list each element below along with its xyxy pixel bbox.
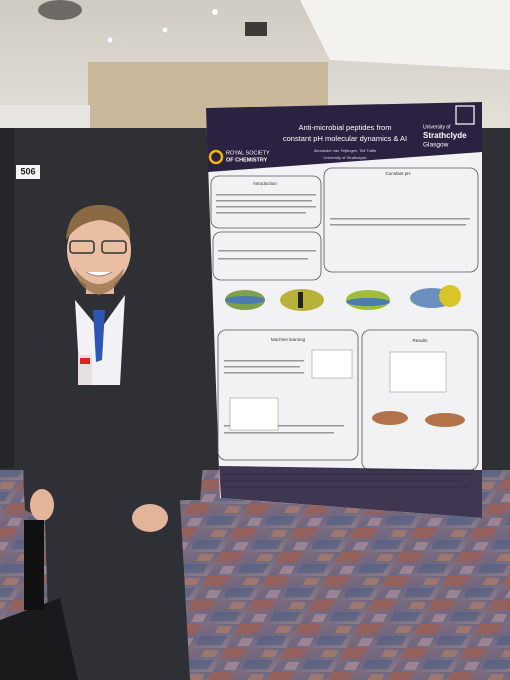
plot-thumbnail bbox=[389, 351, 447, 393]
ceiling-light bbox=[107, 37, 113, 43]
section-heading: Constant pH bbox=[385, 171, 410, 176]
ceiling-vent bbox=[38, 0, 82, 20]
scene-shape bbox=[330, 224, 466, 226]
person bbox=[23, 205, 205, 680]
booth-pole bbox=[0, 128, 14, 468]
poster-panel bbox=[323, 167, 479, 273]
poster-title: Anti-microbial peptides from bbox=[299, 123, 392, 132]
scene-shape bbox=[216, 206, 316, 208]
booth-number: 506 bbox=[20, 166, 35, 176]
scene-shape bbox=[224, 372, 304, 374]
scene-shape bbox=[224, 366, 300, 368]
ceiling-light bbox=[162, 27, 168, 33]
scene-shape bbox=[425, 413, 465, 427]
plot-thumbnail bbox=[229, 397, 279, 431]
ceiling-light bbox=[212, 9, 218, 15]
poster-affiliation: University of Strathclyde bbox=[323, 155, 367, 160]
poster-panel bbox=[212, 231, 322, 281]
scene-shape bbox=[80, 358, 90, 364]
scene-shape bbox=[216, 200, 312, 202]
poster: Anti-microbial peptides from constant pH… bbox=[206, 102, 482, 518]
scene-shape bbox=[224, 360, 304, 362]
plot-thumbnail bbox=[311, 349, 353, 379]
university-crest bbox=[455, 105, 475, 125]
logo-right: Glasgow bbox=[423, 142, 449, 149]
scene-shape bbox=[23, 285, 205, 680]
scene-shape bbox=[216, 194, 316, 196]
scene-shape bbox=[93, 310, 105, 362]
scene-shape bbox=[224, 425, 344, 427]
logo-left: ROYAL SOCIETY bbox=[226, 150, 270, 156]
scene-shape bbox=[224, 432, 334, 434]
scene-shape bbox=[218, 250, 316, 252]
poster-title: constant pH molecular dynamics & AI bbox=[283, 134, 407, 143]
rsc-logo bbox=[208, 149, 224, 165]
poster-authors: Alexander van Teijlingen, Tell Tuttle bbox=[314, 148, 377, 153]
ceiling-vent bbox=[245, 22, 267, 36]
scene-shape bbox=[101, 240, 127, 254]
section-heading: Introduction bbox=[253, 181, 277, 186]
poster-panel bbox=[217, 329, 359, 461]
booth-sign bbox=[16, 165, 40, 179]
section-heading: Machine learning bbox=[271, 337, 306, 342]
scene-shape bbox=[218, 258, 308, 260]
scene-shape bbox=[346, 298, 390, 306]
stand bbox=[24, 520, 44, 610]
logo-left: OF CHEMISTRY bbox=[226, 157, 268, 163]
poster-header bbox=[206, 102, 482, 172]
logo-right: University of bbox=[423, 124, 451, 130]
tote-bag bbox=[0, 598, 78, 680]
logo-right: Strathclyde bbox=[423, 131, 467, 140]
ceiling-light-panel bbox=[300, 0, 510, 70]
scene-shape bbox=[66, 205, 131, 240]
scene-shape bbox=[74, 268, 124, 295]
scene-shape bbox=[30, 489, 54, 521]
scene-shape bbox=[225, 296, 265, 304]
scene-shape bbox=[439, 285, 461, 307]
molecule-renders bbox=[225, 285, 465, 427]
scene-shape bbox=[132, 504, 168, 532]
scene-shape bbox=[330, 218, 470, 220]
scene-shape bbox=[216, 212, 306, 214]
section-heading: Results bbox=[412, 338, 428, 343]
scene-shape bbox=[69, 240, 95, 254]
poster-footer bbox=[219, 466, 482, 518]
scene-shape bbox=[85, 271, 113, 277]
scene-shape bbox=[372, 411, 408, 425]
scene-shape bbox=[67, 212, 131, 288]
scene-shape bbox=[298, 292, 303, 308]
poster-panel bbox=[210, 175, 322, 229]
